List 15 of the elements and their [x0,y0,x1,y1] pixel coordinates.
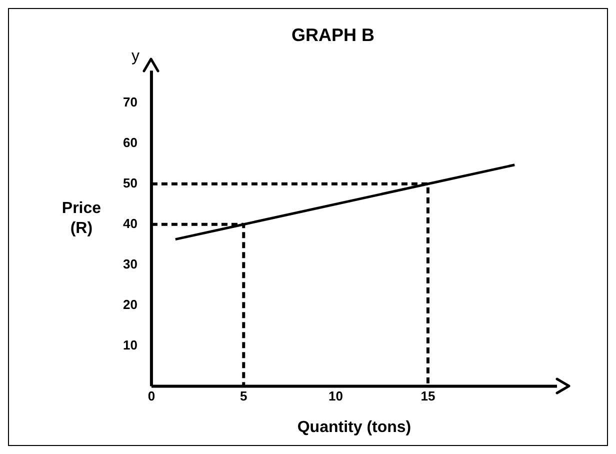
y-tick-label: 20 [122,296,138,312]
chart-title: GRAPH B [291,24,375,45]
y-axis-title: Price (R) [62,200,102,237]
y-tick-label: 60 [122,135,138,150]
x-tick-label: 5 [240,388,248,404]
y-tick-label: 50 [122,175,138,190]
y-tick-label: 40 [122,216,138,231]
y-tick-label: 70 [122,94,138,110]
x-axis-title: Quantity (tons) [297,418,412,436]
x-tick-label: 15 [420,388,436,404]
y-tick-label: 10 [122,337,138,352]
x-tick-label: 0 [148,388,156,404]
text: y [131,48,140,66]
y-tick-label: 30 [122,256,138,272]
x-tick-label: 10 [328,388,344,404]
